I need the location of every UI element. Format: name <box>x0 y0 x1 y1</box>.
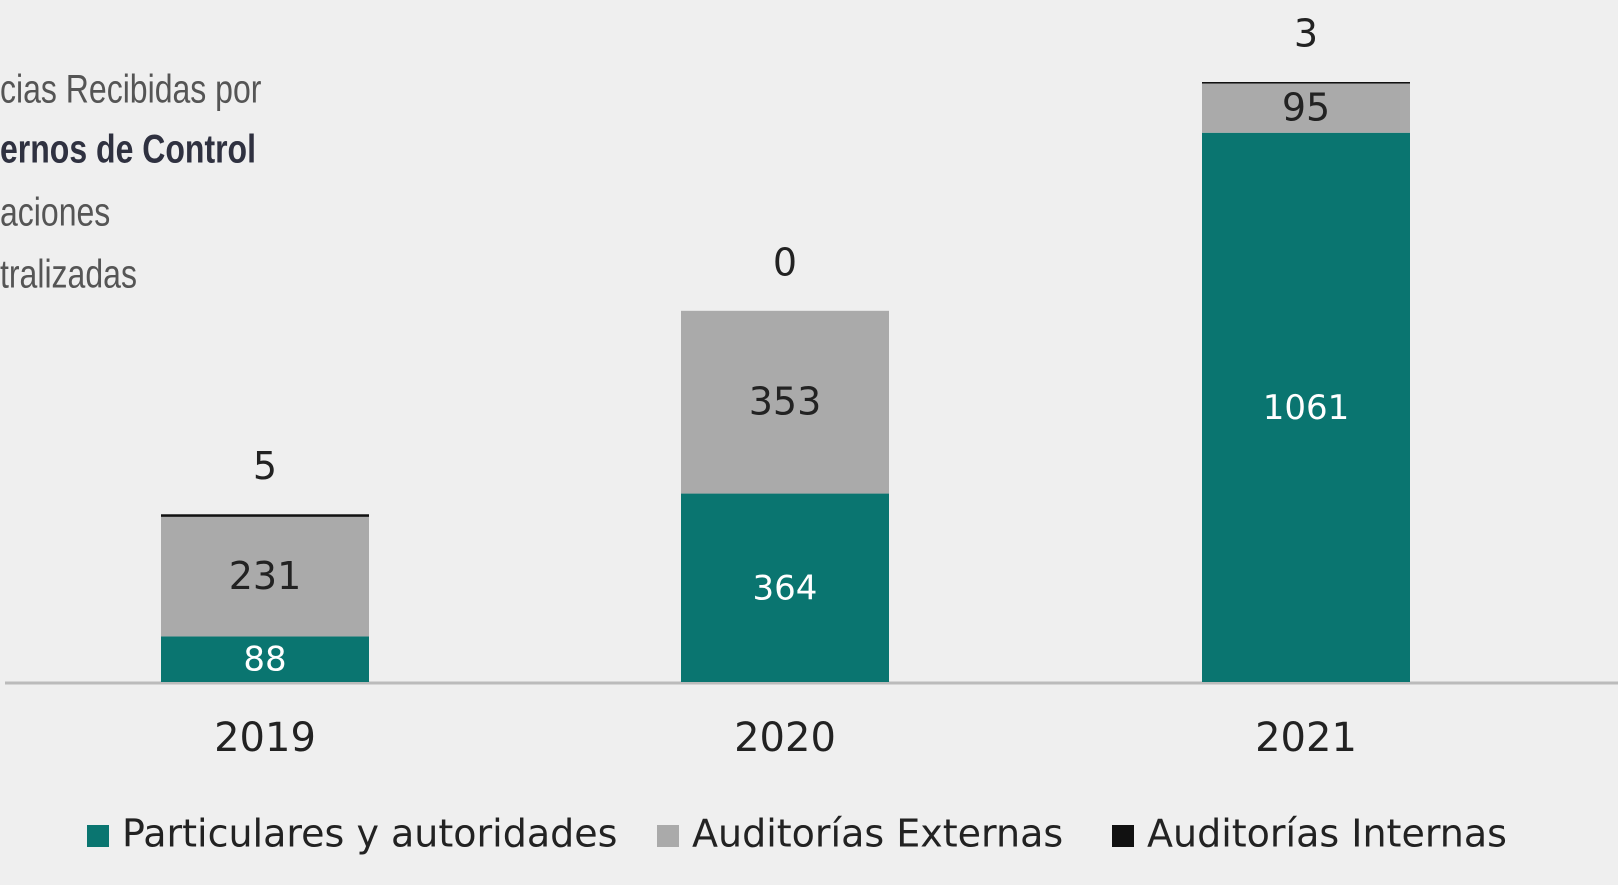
legend-label: Auditorías Internas <box>1147 812 1507 856</box>
data-label: 231 <box>229 554 302 598</box>
chart-title-line: cias Recibidas por <box>0 66 261 111</box>
data-label: 0 <box>773 240 797 284</box>
bar-segment <box>681 310 889 494</box>
bar-segment <box>681 493 889 682</box>
data-label: 95 <box>1282 86 1330 130</box>
x-tick-label: 2021 <box>1255 715 1357 761</box>
bar-segment <box>1202 82 1410 84</box>
x-tick-label: 2020 <box>734 715 836 761</box>
legend-swatch <box>1112 825 1134 847</box>
x-tick-label: 2019 <box>214 715 316 761</box>
bar-segment <box>161 636 369 682</box>
data-label: 353 <box>749 380 822 424</box>
legend-label: Auditorías Externas <box>692 812 1063 856</box>
chart-title-line: tralizadas <box>0 251 137 296</box>
data-label: 3 <box>1294 12 1318 56</box>
data-label: 5 <box>253 444 277 488</box>
data-label: 88 <box>243 640 286 680</box>
legend-swatch <box>87 825 109 847</box>
bar-segment <box>161 516 369 637</box>
bar-segment <box>1202 132 1410 682</box>
legend-label: Particulares y autoridades <box>122 812 617 856</box>
bar-segment <box>1202 83 1410 133</box>
chart-title-line: ernos de Control <box>0 126 256 171</box>
legend-swatch <box>657 825 679 847</box>
data-label: 1061 <box>1263 388 1350 428</box>
data-label: 364 <box>753 568 818 608</box>
chart-title-line: aciones <box>0 189 110 234</box>
bar-segment <box>161 514 369 517</box>
